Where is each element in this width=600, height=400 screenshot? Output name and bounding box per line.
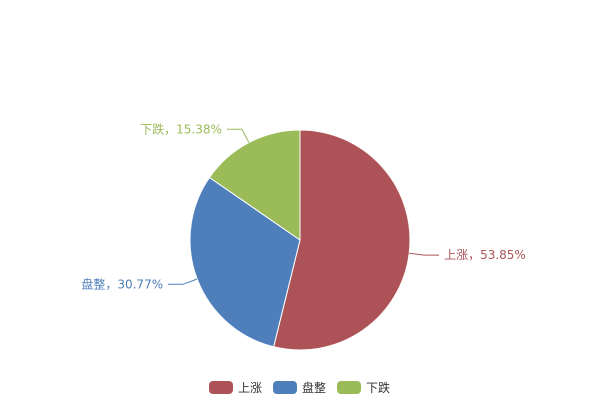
label-line-1 xyxy=(168,278,198,285)
legend-item-2[interactable]: 下跌 xyxy=(337,380,390,395)
data-label-2: 下跌，15.38% xyxy=(140,121,222,136)
legend-label-2: 下跌 xyxy=(366,380,390,395)
legend-swatch-0 xyxy=(209,381,233,394)
legend-swatch-1 xyxy=(273,381,297,394)
pie-slice-2[interactable] xyxy=(208,129,301,241)
data-label-0: 上涨，53.85% xyxy=(444,247,526,262)
pie-slice-0[interactable] xyxy=(273,129,411,351)
legend-label-0: 上涨 xyxy=(238,380,262,395)
legend-swatch-2 xyxy=(337,381,361,394)
data-label-1: 盘整，30.77% xyxy=(81,276,163,291)
legend-item-1[interactable]: 盘整 xyxy=(273,380,326,395)
label-line-0 xyxy=(409,252,440,256)
legend-item-0[interactable]: 上涨 xyxy=(209,380,262,395)
label-line-2 xyxy=(226,128,250,143)
pie-slice-1[interactable] xyxy=(189,176,301,348)
legend-label-1: 盘整 xyxy=(302,380,326,395)
